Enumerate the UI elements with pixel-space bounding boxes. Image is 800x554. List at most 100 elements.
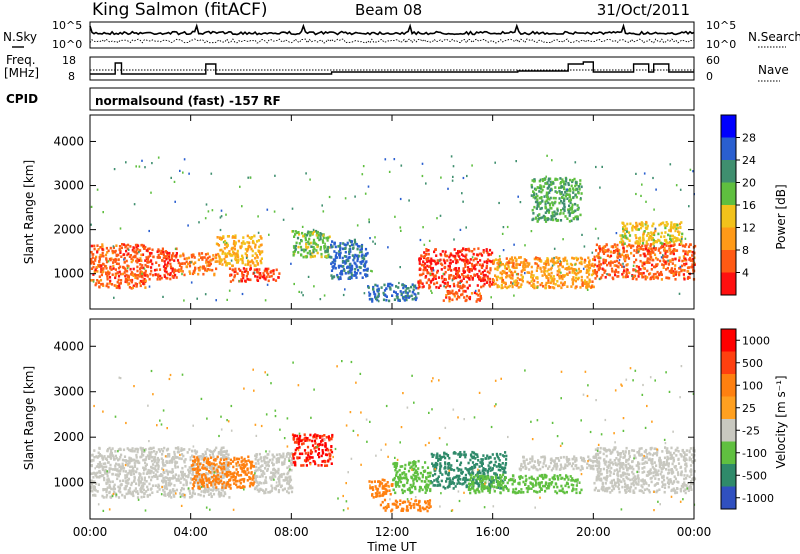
data-cell [509, 276, 512, 280]
data-cell [457, 275, 461, 278]
scatter-cell [127, 248, 130, 251]
data-cell [205, 269, 209, 273]
data-cell [472, 267, 475, 270]
data-cell [643, 262, 646, 266]
data-cell [232, 268, 235, 272]
data-cell [661, 221, 664, 225]
data-cell [243, 485, 246, 489]
data-cell [492, 280, 495, 284]
data-cell [428, 286, 431, 290]
scatter-cell [112, 245, 115, 248]
data-cell [665, 249, 668, 253]
data-cell [579, 270, 582, 273]
data-cell [559, 192, 562, 196]
data-cell [298, 452, 302, 456]
scatter-cell [360, 260, 363, 263]
data-cell [200, 490, 203, 493]
data-cell [464, 257, 468, 260]
data-cell [593, 270, 596, 274]
data-cell [232, 251, 236, 255]
data-cell [355, 276, 358, 279]
data-cell [142, 482, 145, 486]
data-cell [218, 461, 222, 464]
data-cell [429, 259, 432, 263]
data-cell [547, 263, 550, 266]
data-cell [655, 240, 658, 244]
data-cell [207, 477, 210, 481]
scatter-cell [148, 229, 150, 233]
colorbar-tick-label: 16 [742, 199, 756, 212]
scatter-cell [398, 281, 400, 285]
data-cell [679, 267, 682, 270]
data-cell [462, 247, 465, 250]
data-cell [180, 477, 183, 480]
data-cell [294, 448, 297, 452]
data-cell [113, 490, 116, 494]
data-cell [97, 463, 101, 466]
data-cell [573, 269, 576, 272]
data-cell [384, 484, 387, 488]
data-cell [405, 477, 408, 481]
scatter-cell [107, 260, 110, 263]
data-cell [444, 250, 447, 254]
data-cell [188, 270, 191, 273]
data-cell [424, 268, 427, 272]
data-cell [568, 204, 571, 208]
data-cell [554, 217, 557, 221]
data-cell [90, 258, 93, 261]
data-cell [168, 453, 171, 456]
scatter-cell [643, 172, 646, 175]
data-cell [197, 493, 200, 496]
data-cell [295, 241, 298, 245]
data-cell [601, 247, 604, 250]
data-cell [211, 489, 214, 492]
scatter-cell [102, 211, 104, 214]
data-cell [175, 488, 178, 492]
data-cell [508, 268, 511, 272]
data-cell [101, 474, 104, 477]
data-cell [218, 495, 221, 498]
data-cell [679, 225, 682, 229]
data-cell [281, 463, 284, 466]
data-cell [183, 472, 186, 476]
data-cell [106, 455, 110, 458]
data-cell [225, 480, 228, 484]
scatter-cell [266, 208, 269, 211]
data-cell [643, 254, 647, 258]
scatter-cell [586, 288, 589, 291]
data-cell [536, 281, 539, 284]
data-cell [419, 486, 422, 489]
data-cell [145, 256, 148, 259]
data-cell [136, 490, 139, 493]
data-cell [98, 258, 101, 261]
data-cell [424, 275, 428, 278]
data-cell [416, 470, 419, 474]
data-cell [389, 492, 392, 496]
data-cell [127, 448, 131, 452]
data-cell [135, 259, 138, 263]
data-cell [654, 272, 657, 276]
data-cell [113, 284, 116, 287]
data-cell [126, 464, 130, 467]
data-cell [625, 272, 628, 276]
data-cell [624, 254, 627, 257]
data-cell [514, 266, 517, 270]
data-cell [155, 261, 158, 264]
data-cell [422, 255, 425, 259]
scatter-cell [319, 298, 322, 301]
data-cell [622, 230, 625, 233]
data-cell [462, 269, 465, 273]
data-cell [125, 479, 128, 483]
data-cell [614, 249, 618, 252]
data-cell [316, 236, 319, 240]
data-cell [626, 268, 629, 272]
data-cell [322, 234, 325, 237]
data-cell [98, 461, 101, 464]
colorbar-tick-label: 8 [742, 244, 749, 257]
data-cell [248, 236, 251, 239]
data-cell [100, 273, 103, 277]
data-cell [148, 493, 152, 497]
data-cell [526, 265, 529, 268]
data-cell [106, 486, 109, 489]
data-cell [170, 477, 173, 480]
